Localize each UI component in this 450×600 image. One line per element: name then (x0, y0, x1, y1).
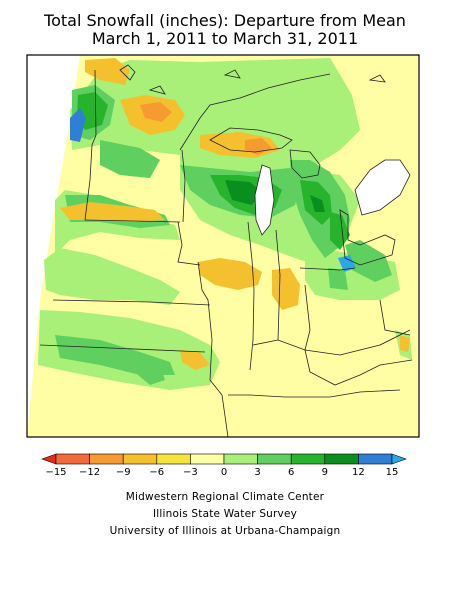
legend-tick-label: 15 (386, 467, 399, 478)
map-frame (26, 54, 420, 438)
map-title-line-1: Total Snowfall (inches): Departure from … (44, 11, 406, 30)
legend-tick-label: 3 (254, 467, 260, 478)
legend-tick-label: 6 (288, 467, 294, 478)
state-boundaries (39, 69, 413, 437)
credit-mrcc: Midwestern Regional Climate Center (125, 491, 325, 503)
legend-swatch-8 (290, 453, 326, 465)
legend-swatch-6 (223, 453, 258, 465)
legend-tick-label: −12 (79, 467, 100, 478)
legend-swatch-9 (324, 453, 359, 465)
legend-swatch-5 (190, 453, 225, 465)
legend-swatch-7 (257, 453, 292, 465)
legend-tick-label: 9 (322, 467, 328, 478)
legend-swatch-10 (358, 453, 393, 465)
legend-tick-label: 12 (352, 467, 365, 478)
legend-tick-label: 0 (221, 467, 227, 478)
legend-swatch-4 (156, 453, 191, 465)
legend-swatch-3 (122, 453, 158, 465)
legend-swatch-1 (55, 453, 90, 465)
legend-swatch-11 (391, 453, 407, 465)
map-title-line-2: March 1, 2011 to March 31, 2011 (91, 29, 359, 48)
credit-uiuc: University of Illinois at Urbana-Champai… (109, 525, 341, 537)
credit-isws: Illinois State Water Survey (152, 508, 298, 520)
deep-green-regions (225, 180, 325, 212)
blue-regions (70, 108, 356, 272)
legend-swatch-2 (89, 453, 124, 465)
legend-swatch-0 (41, 453, 57, 465)
legend-tick-label: −3 (183, 467, 198, 478)
legend-tick-label: −6 (149, 467, 164, 478)
legend-tick-label: −15 (45, 467, 66, 478)
great-lakes-coastlines (119, 64, 411, 266)
legend-tick-label: −9 (116, 467, 131, 478)
